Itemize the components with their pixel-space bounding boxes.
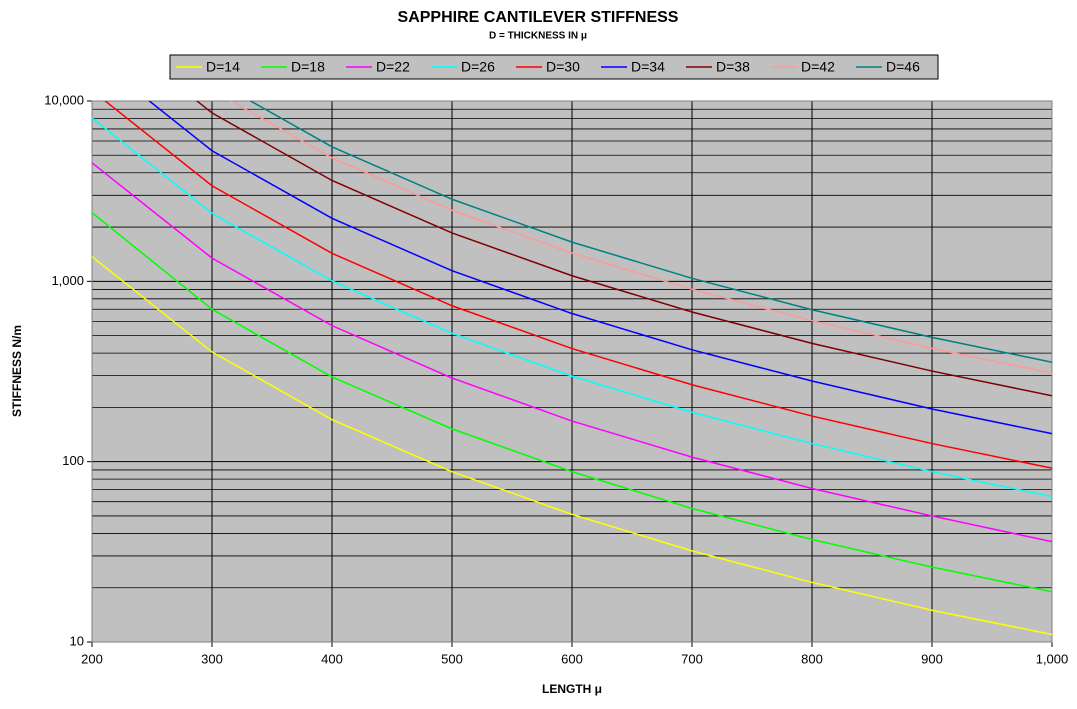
legend-label: D=26 bbox=[461, 59, 495, 75]
series-line bbox=[92, 256, 1052, 636]
x-tick-label: 800 bbox=[801, 651, 823, 666]
legend-label: D=46 bbox=[886, 59, 920, 75]
x-tick-label: 400 bbox=[321, 651, 343, 666]
plot-border bbox=[91, 100, 1053, 643]
legend-label: D=38 bbox=[716, 59, 750, 75]
x-tick-label: 900 bbox=[921, 651, 943, 666]
chart-title: SAPPHIRE CANTILEVER STIFFNESS bbox=[398, 9, 679, 26]
x-tick-label: 1,000 bbox=[1036, 651, 1069, 666]
y-axis-label: STIFFNESS N/m bbox=[10, 325, 24, 417]
legend-label: D=22 bbox=[376, 59, 410, 75]
legend-label: D=34 bbox=[631, 59, 665, 75]
plot-lines bbox=[92, 101, 1052, 636]
x-tick-label: 600 bbox=[561, 651, 583, 666]
legend-label: D=42 bbox=[801, 59, 835, 75]
x-tick-label: 700 bbox=[681, 651, 703, 666]
series-line bbox=[92, 212, 1052, 593]
y-tick-label: 100 bbox=[62, 453, 84, 468]
legend-label: D=30 bbox=[546, 59, 580, 75]
x-tick-label: 200 bbox=[81, 651, 103, 666]
series-line bbox=[148, 101, 1052, 435]
series-line bbox=[92, 117, 1052, 498]
legend-label: D=18 bbox=[291, 59, 325, 75]
y-tick-label: 10,000 bbox=[44, 92, 84, 107]
series-line bbox=[92, 162, 1052, 543]
series-line bbox=[195, 101, 1052, 397]
y-tick-label: 10 bbox=[70, 633, 84, 648]
series-line bbox=[229, 101, 1052, 374]
x-tick-label: 500 bbox=[441, 651, 463, 666]
legend-box bbox=[169, 54, 939, 80]
series-line bbox=[104, 101, 1052, 469]
y-tick-label: 1,000 bbox=[51, 273, 84, 288]
series-line bbox=[249, 101, 1052, 363]
chart-subtitle: D = THICKNESS IN μ bbox=[489, 31, 587, 42]
x-axis-label: LENGTH μ bbox=[542, 682, 602, 696]
x-tick-label: 300 bbox=[201, 651, 223, 666]
legend-label: D=14 bbox=[206, 59, 240, 75]
